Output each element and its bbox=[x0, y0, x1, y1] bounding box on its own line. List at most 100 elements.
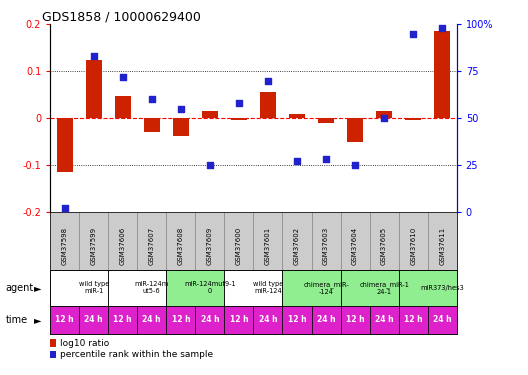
Bar bbox=[137, 212, 166, 270]
Text: ►: ► bbox=[34, 315, 42, 325]
Text: 12 h: 12 h bbox=[288, 315, 306, 324]
Text: 12 h: 12 h bbox=[346, 315, 364, 324]
Bar bbox=[282, 306, 312, 334]
Text: agent: agent bbox=[5, 283, 34, 293]
Bar bbox=[137, 306, 166, 334]
Bar bbox=[434, 32, 450, 118]
Point bbox=[61, 205, 69, 211]
Text: GSM37610: GSM37610 bbox=[410, 227, 416, 266]
Bar bbox=[173, 118, 189, 136]
Text: 12 h: 12 h bbox=[172, 315, 190, 324]
Bar bbox=[144, 118, 160, 132]
Text: GSM37611: GSM37611 bbox=[439, 227, 445, 266]
Point bbox=[351, 162, 359, 168]
Point bbox=[176, 106, 185, 112]
Bar bbox=[289, 114, 305, 118]
Text: chimera_miR-1
24-1: chimera_miR-1 24-1 bbox=[359, 281, 409, 295]
Text: percentile rank within the sample: percentile rank within the sample bbox=[60, 350, 213, 359]
Bar bbox=[224, 270, 282, 306]
Text: miR-124m
ut5-6: miR-124m ut5-6 bbox=[135, 281, 169, 294]
Text: 12 h: 12 h bbox=[404, 315, 422, 324]
Bar bbox=[341, 212, 370, 270]
Text: GSM37604: GSM37604 bbox=[352, 227, 358, 266]
Bar bbox=[56, 118, 73, 172]
Text: log10 ratio: log10 ratio bbox=[60, 339, 109, 348]
Bar bbox=[50, 212, 79, 270]
Bar bbox=[224, 306, 253, 334]
Bar bbox=[405, 118, 421, 120]
Text: wild type
miR-1: wild type miR-1 bbox=[79, 281, 109, 294]
Text: GSM37599: GSM37599 bbox=[91, 227, 97, 266]
Text: ►: ► bbox=[34, 283, 42, 293]
Text: GDS1858 / 10000629400: GDS1858 / 10000629400 bbox=[42, 10, 201, 23]
Bar bbox=[282, 212, 312, 270]
Text: chimera_miR-
-124: chimera_miR- -124 bbox=[303, 281, 349, 295]
Text: 12 h: 12 h bbox=[55, 315, 74, 324]
Bar bbox=[428, 212, 457, 270]
Bar bbox=[341, 306, 370, 334]
Point bbox=[205, 162, 214, 168]
Text: 24 h: 24 h bbox=[317, 315, 335, 324]
Bar bbox=[166, 212, 195, 270]
Bar bbox=[318, 118, 334, 123]
Bar bbox=[108, 270, 166, 306]
Bar bbox=[166, 306, 195, 334]
Text: miR-124mut9-1
0: miR-124mut9-1 0 bbox=[184, 281, 235, 294]
Bar bbox=[282, 270, 341, 306]
Point bbox=[118, 74, 127, 80]
Text: GSM37603: GSM37603 bbox=[323, 227, 329, 266]
Text: 24 h: 24 h bbox=[201, 315, 219, 324]
Bar bbox=[341, 270, 399, 306]
Text: 24 h: 24 h bbox=[375, 315, 393, 324]
Bar bbox=[370, 212, 399, 270]
Point bbox=[438, 25, 446, 31]
Bar bbox=[50, 270, 108, 306]
Bar bbox=[253, 212, 282, 270]
Bar bbox=[347, 118, 363, 142]
Point bbox=[263, 78, 272, 84]
Point bbox=[147, 96, 156, 102]
Bar bbox=[166, 270, 224, 306]
Bar bbox=[399, 212, 428, 270]
Bar bbox=[50, 306, 79, 334]
Bar bbox=[312, 306, 341, 334]
Bar bbox=[115, 96, 131, 118]
Bar bbox=[195, 212, 224, 270]
Text: GSM37609: GSM37609 bbox=[207, 227, 213, 266]
Bar bbox=[312, 212, 341, 270]
Bar bbox=[86, 60, 102, 118]
Text: GSM37600: GSM37600 bbox=[236, 227, 242, 266]
Text: GSM37602: GSM37602 bbox=[294, 227, 300, 266]
Text: miR373/hes3: miR373/hes3 bbox=[420, 285, 464, 291]
Point bbox=[234, 100, 243, 106]
Bar bbox=[202, 111, 218, 118]
Bar bbox=[108, 306, 137, 334]
Text: GSM37606: GSM37606 bbox=[120, 227, 126, 266]
Point bbox=[89, 53, 98, 59]
Text: time: time bbox=[5, 315, 27, 325]
Text: 12 h: 12 h bbox=[114, 315, 132, 324]
Bar bbox=[79, 306, 108, 334]
Point bbox=[293, 158, 301, 164]
Text: GSM37608: GSM37608 bbox=[178, 227, 184, 266]
Point bbox=[380, 115, 388, 121]
Point bbox=[409, 31, 417, 37]
Text: GSM37598: GSM37598 bbox=[62, 227, 68, 266]
Bar bbox=[399, 306, 428, 334]
Text: 24 h: 24 h bbox=[433, 315, 451, 324]
Bar bbox=[224, 212, 253, 270]
Bar bbox=[428, 306, 457, 334]
Bar bbox=[79, 212, 108, 270]
Bar bbox=[399, 270, 457, 306]
Text: 24 h: 24 h bbox=[84, 315, 103, 324]
Text: 24 h: 24 h bbox=[143, 315, 161, 324]
Text: GSM37607: GSM37607 bbox=[149, 227, 155, 266]
Text: 24 h: 24 h bbox=[259, 315, 277, 324]
Point bbox=[322, 156, 330, 162]
Text: 12 h: 12 h bbox=[230, 315, 248, 324]
Bar bbox=[231, 118, 247, 120]
Bar bbox=[195, 306, 224, 334]
Bar bbox=[108, 212, 137, 270]
Text: GSM37605: GSM37605 bbox=[381, 227, 387, 266]
Text: wild type
miR-124: wild type miR-124 bbox=[253, 281, 283, 294]
